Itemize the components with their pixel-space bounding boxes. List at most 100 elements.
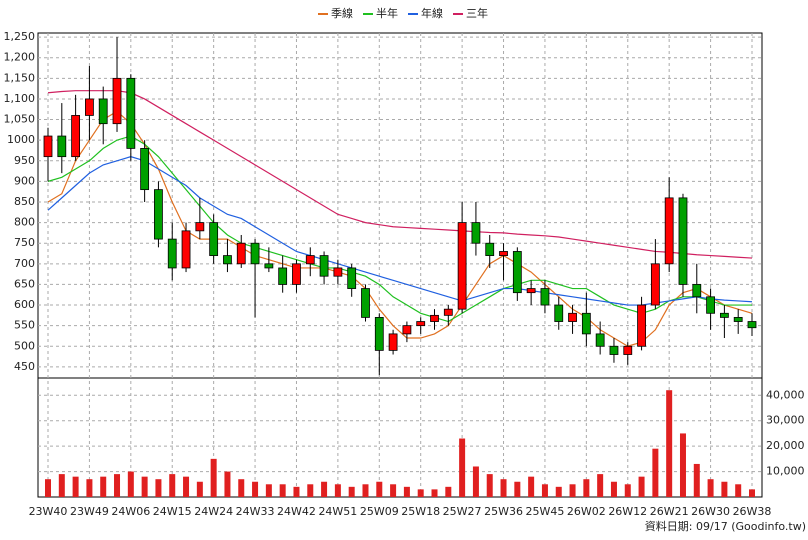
volume-bar <box>100 476 107 497</box>
candle-body <box>443 308 453 316</box>
y-tick-label: 950 <box>14 154 35 167</box>
x-tick-label: 26W12 <box>608 505 647 518</box>
volume-bar <box>72 476 79 497</box>
candle-body <box>319 255 329 277</box>
legend-label: 半年 <box>376 6 398 20</box>
volume-bar <box>514 481 521 497</box>
candle-body <box>430 314 439 322</box>
volume-bar <box>652 448 659 497</box>
volume-bar <box>321 481 328 497</box>
volume-bar <box>86 479 93 497</box>
x-tick-label: 24W15 <box>153 505 192 518</box>
y2-tick-label: 40,000 <box>766 388 805 401</box>
y-tick-label: 450 <box>14 360 35 373</box>
volume-bar <box>666 390 673 497</box>
volume-bar <box>348 486 355 497</box>
candle-body <box>512 251 522 294</box>
x-tick-label: 24W24 <box>194 505 233 518</box>
volume-bar <box>417 489 424 497</box>
x-tick-label: 25W45 <box>526 505 565 518</box>
volume-bar <box>472 466 479 497</box>
x-tick-label: 24W33 <box>236 505 275 518</box>
volume-bar <box>155 479 162 497</box>
candle-body <box>747 321 757 329</box>
x-tick-label: 25W18 <box>401 505 440 518</box>
y2-tick-label: 30,000 <box>766 414 805 427</box>
volume-bar <box>749 489 755 497</box>
candle-body <box>347 267 357 289</box>
candle-body <box>361 288 370 318</box>
candle-body <box>719 312 729 318</box>
volume-bar <box>679 433 686 497</box>
volume-bar <box>169 474 176 497</box>
candle-body <box>485 242 495 256</box>
y-tick-label: 700 <box>14 257 35 270</box>
candle-body <box>416 321 426 327</box>
y-tick-label: 800 <box>14 216 35 229</box>
candle-body <box>733 317 743 322</box>
candle-body <box>57 135 67 158</box>
x-tick-label: 24W06 <box>111 505 150 518</box>
candle-body <box>278 267 288 285</box>
candle-body <box>568 312 577 322</box>
candle-body <box>457 222 467 310</box>
volume-bar <box>196 481 203 497</box>
y-tick-label: 500 <box>14 339 35 352</box>
candle-body <box>499 251 508 256</box>
y-tick-label: 650 <box>14 277 35 290</box>
x-tick-label: 24W42 <box>277 505 316 518</box>
candle-body <box>43 135 53 158</box>
candle-body <box>388 333 398 351</box>
volume-bar <box>141 476 148 497</box>
x-tick-label: 23W49 <box>70 505 109 518</box>
candle-body <box>471 222 481 244</box>
source-note: 資料日期: 09/17 (Goodinfo.tw) <box>645 519 806 533</box>
candle-body <box>650 263 660 306</box>
volume-bar <box>541 484 548 497</box>
candle-body <box>692 284 702 298</box>
y-tick-label: 550 <box>14 319 35 332</box>
y-tick-label: 1000 <box>7 133 35 146</box>
candle-body <box>664 197 674 265</box>
y-tick-label: 1,100 <box>4 92 36 105</box>
candle-body <box>140 148 150 191</box>
volume-bar <box>307 484 314 497</box>
volume-bar <box>362 484 369 497</box>
x-tick-label: 25W27 <box>443 505 482 518</box>
candle-body <box>195 222 205 232</box>
volume-bar <box>569 484 576 497</box>
candle-body <box>623 345 633 355</box>
volume-bar <box>376 481 383 497</box>
volume-bar <box>555 486 562 497</box>
candle-body <box>167 238 177 269</box>
x-tick-label: 24W51 <box>318 505 357 518</box>
volume-bar <box>238 479 245 497</box>
x-tick-label: 23W40 <box>29 505 68 518</box>
y-tick-label: 1,050 <box>4 113 36 126</box>
candle-body <box>98 98 108 125</box>
candle-body <box>305 255 315 265</box>
x-tick-label: 25W36 <box>484 505 523 518</box>
volume-bar <box>127 471 134 497</box>
ma-line <box>47 156 753 306</box>
volume-bar <box>528 476 535 497</box>
ma-line <box>47 90 753 259</box>
volume-bar <box>265 484 272 497</box>
volume-bar <box>721 481 728 497</box>
volume-bar <box>293 486 300 497</box>
candle-body <box>581 312 591 335</box>
candle-body <box>209 222 219 256</box>
x-tick-label: 26W38 <box>733 505 772 518</box>
volume-bar <box>279 484 286 497</box>
candle-body <box>292 263 301 285</box>
volume-bar <box>610 481 617 497</box>
y-tick-label: 600 <box>14 298 35 311</box>
volume-bar <box>624 484 631 497</box>
ma-line <box>47 135 752 323</box>
legend-label: 三年 <box>466 6 488 20</box>
candle-body <box>333 267 343 277</box>
volume-bar <box>183 476 190 497</box>
candle-body <box>181 230 191 269</box>
volume-bar <box>390 484 397 497</box>
